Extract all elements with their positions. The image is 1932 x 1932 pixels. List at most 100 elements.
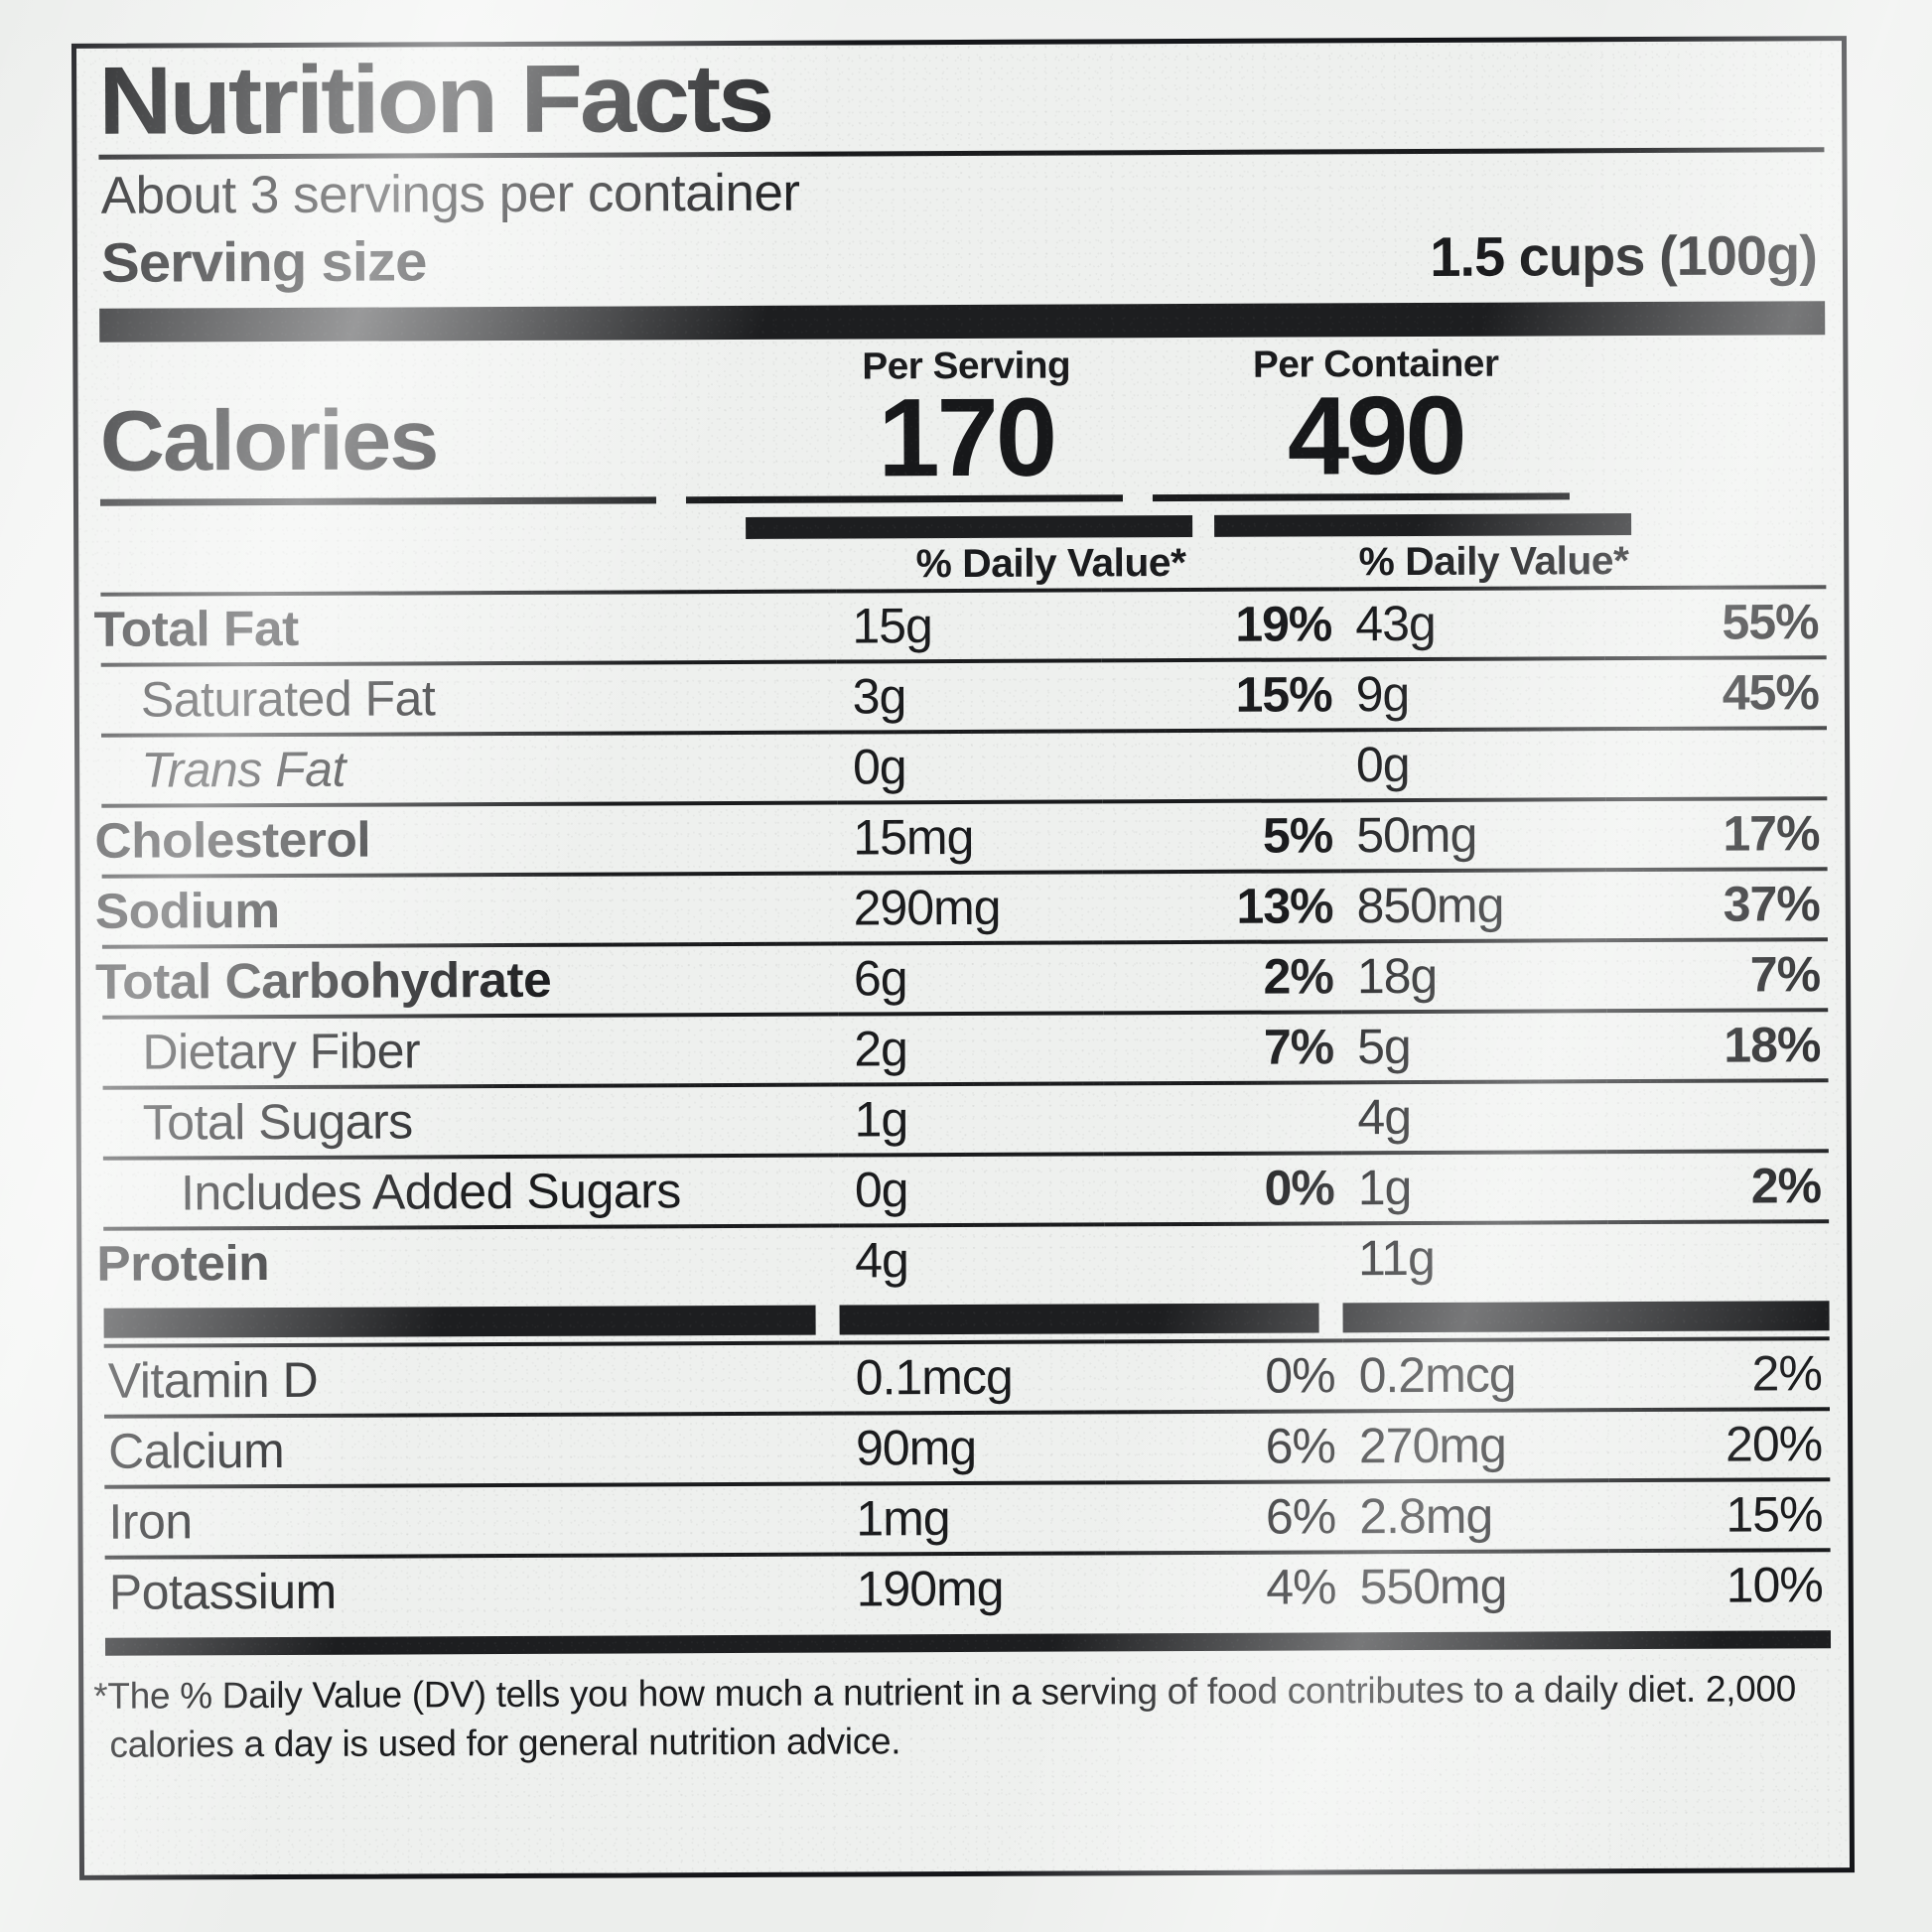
calories-per-container-value: 490 (1287, 372, 1464, 498)
container-amount: 43g (1339, 588, 1605, 660)
serving-amount: 15mg (837, 801, 1103, 874)
table-row: Calcium 90mg 6% 270mg 20% (104, 1409, 1831, 1487)
nutrient-name: Saturated Fat (100, 661, 837, 736)
container-daily-value: 45% (1604, 657, 1827, 730)
serving-daily-value: 7% (1103, 1012, 1342, 1084)
serving-daily-value: 5% (1102, 800, 1341, 873)
container-amount: 1g (1341, 1152, 1608, 1224)
container-daily-value (1607, 1221, 1830, 1292)
container-daily-value: 10% (1608, 1550, 1831, 1620)
container-daily-value (1606, 1080, 1829, 1153)
serving-daily-value (1102, 730, 1341, 802)
serving-size-value: 1.5 cups (100g) (1430, 223, 1818, 289)
serving-daily-value: 0% (1104, 1153, 1342, 1225)
nutrient-name: Vitamin D (103, 1342, 840, 1417)
daily-value-bar-group (100, 512, 1826, 542)
micronutrient-table: Vitamin D 0.1mcg 0% 0.2mcg 2% Calcium 90mg 6% 27… (103, 1336, 1831, 1626)
nutrient-name: Total Sugars (102, 1084, 839, 1159)
container-daily-value: 2% (1607, 1338, 1830, 1411)
table-row: Cholesterol 15mg 5% 50mg 17% (90, 798, 1828, 877)
serving-amount: 0.1mcg (839, 1341, 1106, 1414)
page-title: Nutrition Facts (97, 43, 772, 155)
nutrition-facts-label: Nutrition Facts About 3 servings per con… (70, 36, 1856, 1880)
serving-daily-value: 13% (1102, 871, 1341, 943)
calories-per-serving-value: 170 (878, 374, 1055, 500)
nutrient-name: Dietary Fiber (102, 1014, 839, 1088)
container-daily-value: 2% (1607, 1151, 1830, 1223)
table-row: Iron 1mg 6% 2.8mg 15% (104, 1479, 1831, 1558)
container-amount: 18g (1340, 940, 1607, 1013)
micronutrient-separator (103, 1301, 1830, 1338)
container-amount: 850mg (1340, 870, 1607, 942)
serving-amount: 3g (836, 660, 1103, 733)
container-daily-value: 17% (1605, 798, 1828, 871)
nutrient-name: Iron (104, 1483, 841, 1558)
container-amount: 11g (1341, 1222, 1608, 1293)
serving-daily-value: 6% (1105, 1481, 1344, 1554)
servings-per-container: About 3 servings per container (100, 163, 800, 225)
serving-daily-value: 15% (1101, 659, 1340, 732)
nutrient-table: Total Fat 15g 19% 43g 55% Saturated Fat 3g 15% 9… (89, 585, 1830, 1298)
calories-top-bar (99, 301, 1826, 343)
container-amount: 4g (1341, 1081, 1608, 1154)
per-serving-header: Per Serving (861, 345, 1070, 388)
container-amount: 0g (1339, 729, 1606, 801)
daily-value-header-serving: % Daily Value* (915, 541, 1186, 587)
serving-daily-value: 4% (1105, 1552, 1344, 1622)
nutrient-name: Protein (92, 1225, 851, 1298)
serving-daily-value: 2% (1103, 941, 1342, 1014)
daily-value-header-container: % Daily Value* (1358, 539, 1629, 585)
nutrient-name: Potassium (104, 1554, 841, 1626)
serving-amount: 1g (838, 1083, 1105, 1156)
serving-size-label: Serving size (100, 229, 427, 294)
serving-daily-value (1104, 1223, 1343, 1294)
table-row: Total Carbohydrate 6g 2% 18g 7% (90, 939, 1829, 1018)
table-row: Protein 4g 11g (92, 1221, 1830, 1298)
container-amount: 9g (1339, 658, 1606, 731)
footnote-block: *The % Daily Value (DV) tells you how mu… (93, 1630, 1832, 1770)
serving-amount: 90mg (839, 1412, 1106, 1484)
table-row: Dietary Fiber 2g 7% 5g 18% (102, 1010, 1829, 1088)
per-container-header: Per Container (1252, 343, 1499, 386)
calories-row: Calories 170 490 (99, 372, 1825, 500)
serving-daily-value: 19% (1101, 589, 1340, 661)
serving-amount: 2g (838, 1013, 1104, 1085)
calories-label: Calories (99, 392, 438, 489)
serving-daily-value: 0% (1104, 1340, 1343, 1413)
container-amount: 50mg (1340, 799, 1606, 872)
container-amount: 0.2mcg (1342, 1339, 1609, 1412)
serving-daily-value (1103, 1082, 1342, 1155)
serving-amount: 190mg (840, 1553, 1107, 1623)
table-row: Potassium 190mg 4% 550mg 10% (104, 1550, 1831, 1626)
nutrient-name: Total Fat (89, 591, 848, 665)
serving-daily-value: 6% (1105, 1411, 1344, 1483)
serving-amount: 4g (839, 1224, 1105, 1295)
container-daily-value (1605, 728, 1828, 800)
table-row: Includes Added Sugars 0g 0% 1g 2% (102, 1151, 1830, 1229)
daily-value-footnote: *The % Daily Value (DV) tells you how mu… (93, 1668, 1797, 1766)
container-daily-value: 55% (1604, 587, 1827, 659)
container-amount: 5g (1341, 1011, 1607, 1083)
container-daily-value: 15% (1608, 1479, 1831, 1552)
serving-amount: 0g (836, 731, 1103, 803)
container-daily-value: 20% (1608, 1409, 1831, 1481)
nutrient-name: Sodium (90, 873, 849, 947)
serving-amount: 0g (838, 1154, 1105, 1226)
container-daily-value: 37% (1605, 869, 1828, 941)
table-row: Total Sugars 1g 4g (102, 1080, 1829, 1159)
nutrient-name: Trans Fat (101, 732, 838, 806)
container-daily-value: 18% (1606, 1010, 1829, 1082)
serving-amount: 15g (836, 590, 1102, 662)
nutrient-name: Includes Added Sugars (102, 1155, 840, 1229)
serving-amount: 1mg (840, 1482, 1106, 1555)
container-amount: 270mg (1342, 1410, 1609, 1482)
daily-value-header-row: % Daily Value* % Daily Value* (100, 538, 1826, 591)
container-daily-value: 7% (1606, 939, 1829, 1012)
table-row: Sodium 290mg 13% 850mg 37% (90, 869, 1828, 947)
serving-amount: 290mg (837, 872, 1104, 944)
nutrient-name: Calcium (104, 1413, 841, 1487)
container-amount: 550mg (1343, 1551, 1610, 1621)
container-amount: 2.8mg (1343, 1480, 1609, 1553)
nutrient-name: Total Carbohydrate (90, 943, 850, 1018)
nutrient-name: Cholesterol (90, 802, 849, 877)
